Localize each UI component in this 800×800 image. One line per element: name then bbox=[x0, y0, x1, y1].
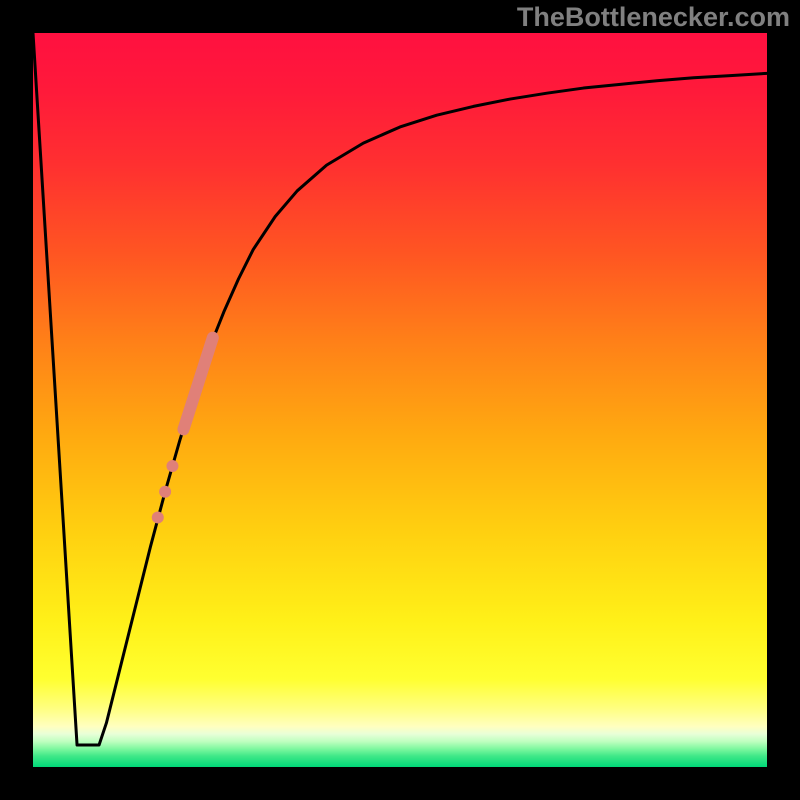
marker-dot bbox=[159, 486, 171, 498]
watermark-text: TheBottlenecker.com bbox=[517, 2, 790, 33]
bottleneck-curve bbox=[33, 33, 767, 745]
marker-dot bbox=[152, 511, 164, 523]
marker-dot bbox=[166, 460, 178, 472]
chart-frame: TheBottlenecker.com bbox=[0, 0, 800, 800]
curve-layer bbox=[33, 33, 767, 767]
plot-area bbox=[33, 33, 767, 767]
marker-segment bbox=[183, 338, 212, 430]
